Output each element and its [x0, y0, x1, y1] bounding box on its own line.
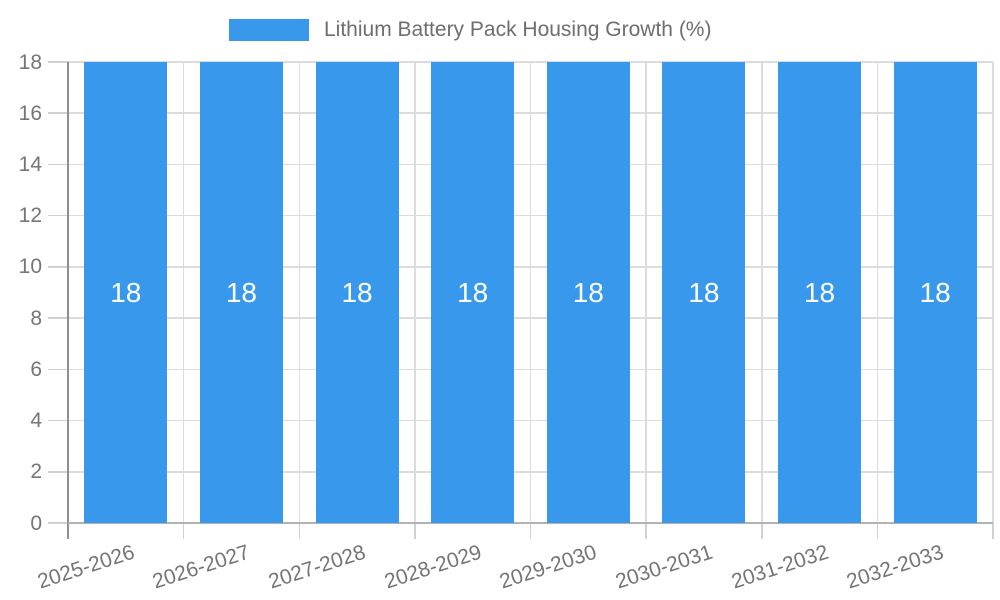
bar-value-label: 18 — [803, 276, 836, 308]
legend-swatch — [229, 19, 309, 41]
y-tick-mark — [48, 419, 68, 422]
y-tick-label: 14 — [18, 152, 42, 176]
x-tick-mark — [992, 523, 994, 539]
bar-value-label: 18 — [225, 276, 258, 308]
x-gridline — [761, 62, 763, 523]
x-gridline — [414, 62, 416, 523]
bar[interactable]: 18 — [431, 62, 515, 523]
bar[interactable]: 18 — [315, 62, 399, 523]
bar-value-label: 18 — [919, 276, 951, 308]
y-tick-mark — [48, 317, 68, 319]
y-tick-mark — [48, 522, 68, 524]
y-tick-label: 0 — [30, 511, 42, 535]
x-tick-mark — [876, 523, 879, 539]
y-tick-label: 12 — [18, 204, 42, 228]
y-axis-line — [67, 62, 69, 539]
x-gridline — [529, 62, 532, 523]
y-tick-label: 8 — [30, 306, 42, 330]
x-gridline — [182, 62, 185, 523]
bar[interactable]: 18 — [778, 62, 862, 523]
y-tick-label: 16 — [18, 101, 42, 125]
legend-label: Lithium Battery Pack Housing Growth (%) — [324, 18, 712, 41]
bar[interactable]: 18 — [893, 62, 977, 523]
y-tick-mark — [48, 368, 68, 371]
y-tick-mark — [48, 163, 68, 166]
bar[interactable]: 18 — [662, 62, 746, 523]
x-tick-mark — [529, 523, 532, 539]
bar[interactable]: 18 — [84, 62, 168, 523]
bar[interactable]: 18 — [199, 62, 283, 523]
x-tick-mark — [645, 523, 647, 539]
x-tick-mark — [761, 523, 763, 539]
y-tick-mark — [48, 471, 68, 473]
bar-value-label: 18 — [341, 276, 373, 308]
y-tick-label: 2 — [30, 460, 42, 484]
chart-legend[interactable]: Lithium Battery Pack Housing Growth (%) — [229, 18, 711, 42]
x-tick-mark — [298, 523, 300, 539]
x-gridline — [876, 62, 879, 523]
bar-value-label: 18 — [688, 276, 720, 308]
bar-value-label: 18 — [457, 276, 489, 308]
y-tick-mark — [48, 214, 68, 217]
y-tick-label: 18 — [18, 50, 42, 74]
x-tick-mark — [182, 523, 185, 539]
y-tick-label: 4 — [30, 409, 42, 433]
x-tick-mark — [414, 523, 416, 539]
y-tick-mark — [48, 266, 68, 268]
bar[interactable]: 18 — [546, 62, 630, 523]
x-axis-line — [68, 522, 993, 524]
y-tick-label: 6 — [30, 357, 42, 381]
bar-value-label: 18 — [110, 276, 142, 308]
x-gridline — [645, 62, 647, 523]
x-gridline — [298, 62, 300, 523]
bar-value-label: 18 — [572, 276, 604, 308]
x-gridline — [992, 62, 994, 523]
y-tick-label: 10 — [18, 255, 42, 279]
y-tick-mark — [48, 61, 68, 63]
y-tick-mark — [48, 112, 68, 114]
